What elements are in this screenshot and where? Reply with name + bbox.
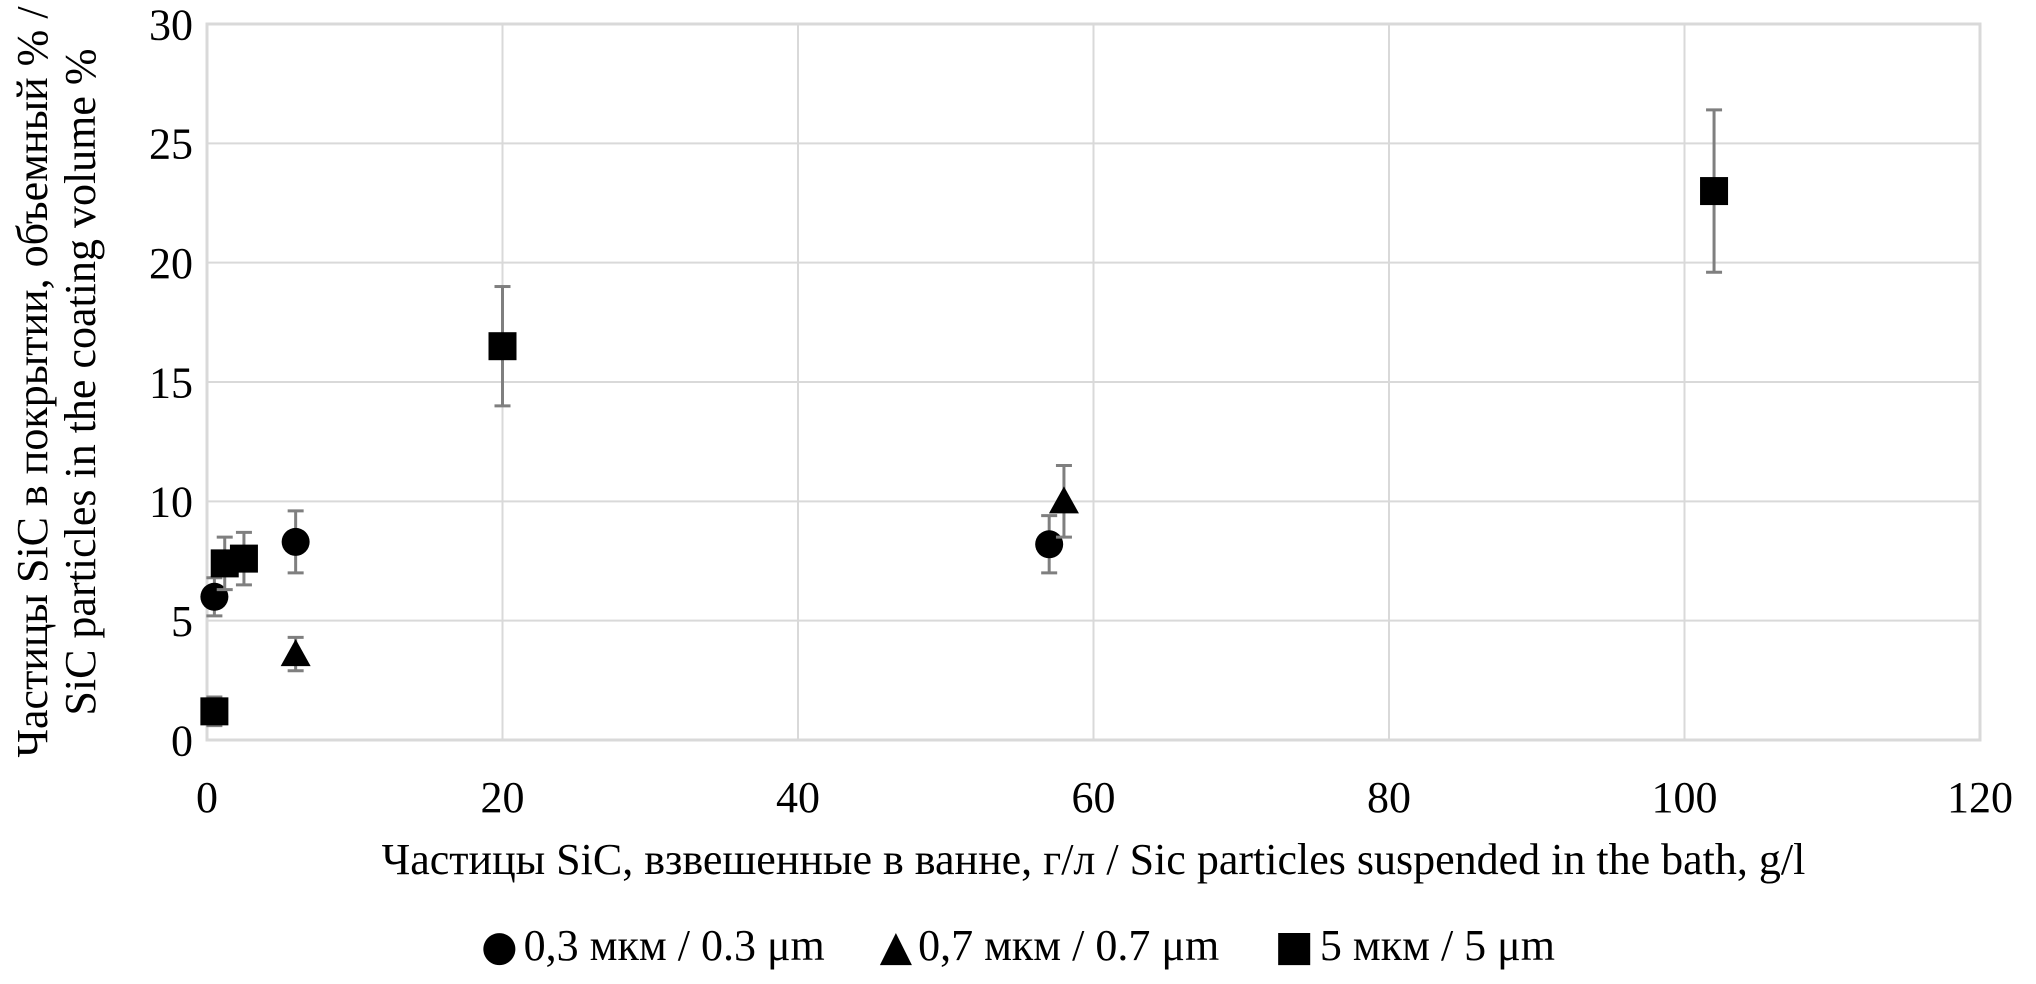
data-point-triangle	[280, 639, 311, 667]
x-tick-label: 80	[1367, 773, 1411, 822]
y-axis-title-line2: SiC particles in the coating volume %	[56, 48, 105, 716]
y-tick-label: 0	[171, 716, 193, 765]
data-point-square	[200, 697, 229, 726]
y-tick-label: 25	[149, 120, 193, 169]
y-axis-title: Частицы SiC в покрытии, объемный % / SiC…	[8, 6, 105, 758]
data-point-square	[1700, 177, 1729, 206]
y-tick-label: 20	[149, 239, 193, 288]
data-point-square	[488, 332, 517, 361]
data-point-circle	[1035, 530, 1064, 559]
legend-item-5um: ■ 5 мкм / 5 μm	[1274, 916, 1555, 976]
x-tick-label: 120	[1947, 773, 2013, 822]
x-tick-label: 40	[776, 773, 820, 822]
x-tick-label: 100	[1652, 773, 1718, 822]
square-marker-icon: ■	[1274, 921, 1314, 970]
y-tick-label: 30	[149, 0, 193, 49]
y-axis-title-line1: Частицы SiC в покрытии, объемный % /	[8, 6, 57, 758]
legend-item-0-3um: ● 0,3 мкм / 0.3 μm	[481, 916, 825, 976]
legend-item-0-7um: ▲ 0,7 мкм / 0.7 μm	[880, 916, 1219, 976]
data-point-circle	[281, 527, 310, 556]
legend: ● 0,3 мкм / 0.3 μm ▲ 0,7 мкм / 0.7 μm ■ …	[0, 916, 2036, 976]
data-point-triangle	[1048, 486, 1079, 514]
x-axis-title: Частицы SiC, взвешенные в ванне, г/л / S…	[381, 835, 1806, 884]
triangle-marker-icon: ▲	[879, 921, 913, 970]
x-tick-label: 0	[196, 773, 218, 822]
y-tick-label: 15	[149, 358, 193, 407]
data-point-square	[229, 544, 258, 573]
y-tick-label: 5	[171, 597, 193, 646]
legend-label-5um: 5 мкм / 5 μm	[1319, 921, 1555, 970]
plot-border	[205, 22, 1982, 742]
y-tick-label: 10	[149, 478, 193, 527]
circle-marker-icon: ●	[481, 921, 518, 970]
x-tick-label: 60	[1072, 773, 1116, 822]
legend-label-0-3um: 0,3 мкм / 0.3 μm	[523, 921, 825, 970]
legend-label-0-7um: 0,7 мкм / 0.7 μm	[918, 921, 1220, 970]
x-tick-label: 20	[481, 773, 525, 822]
